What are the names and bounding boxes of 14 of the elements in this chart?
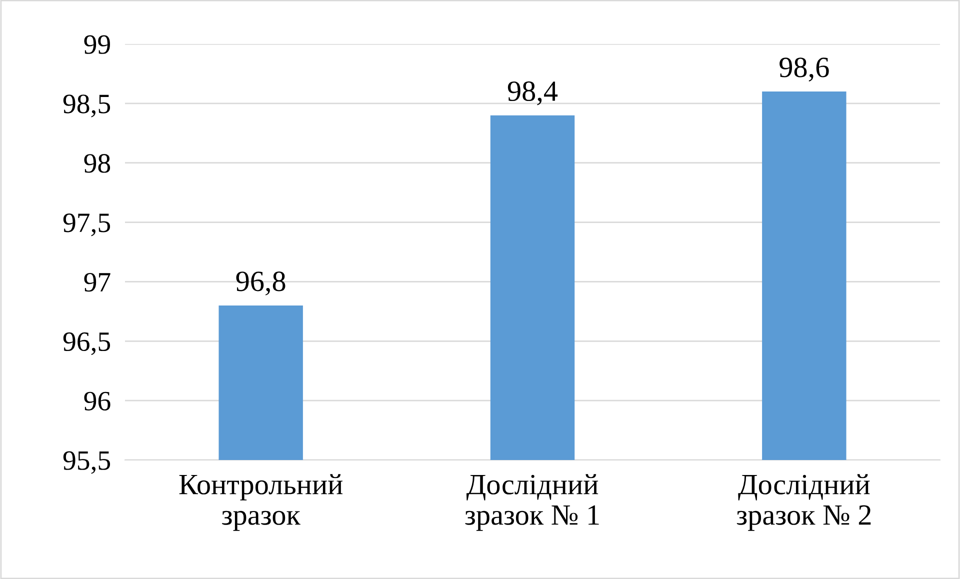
y-tick-label: 98 (84, 154, 110, 173)
y-tick-label: 97 (84, 272, 110, 292)
y-tick-label: 97,5 (63, 214, 110, 236)
y-tick-label: 95,5 (63, 451, 110, 474)
x-tick-label: Контрольний зразок (179, 474, 343, 531)
y-tick-label: 96,5 (63, 332, 110, 356)
data-label: 98,4 (508, 81, 558, 106)
y-tick-label: 98,5 (63, 94, 110, 118)
y-tick-label: 99 (84, 35, 110, 54)
data-label: 96,8 (236, 272, 286, 296)
data-label: 98,6 (780, 58, 829, 82)
x-tick-label: Дослідний зразок № 2 (736, 474, 871, 531)
y-tick-label: 96 (84, 392, 110, 410)
x-tick-label: Дослідний зразок № 1 (465, 474, 599, 531)
